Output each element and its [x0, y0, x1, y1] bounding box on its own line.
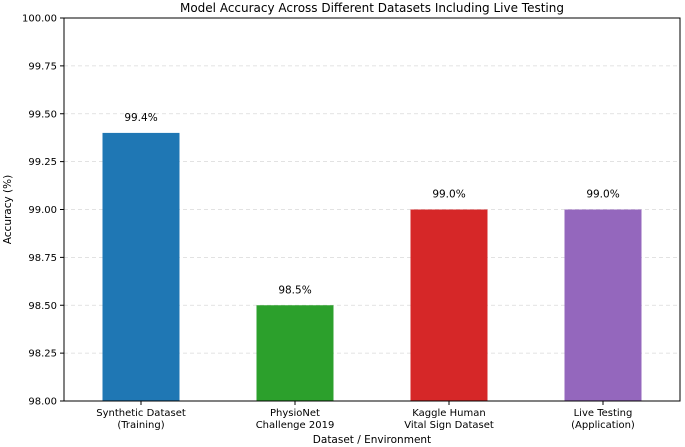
bar	[410, 209, 488, 401]
x-tick-label: PhysioNet	[270, 408, 320, 419]
bars	[102, 132, 642, 401]
y-tick-label: 98.75	[28, 253, 57, 264]
y-tick-label: 99.50	[28, 109, 57, 120]
y-tick-label: 98.50	[28, 301, 57, 312]
x-tick-label: Kaggle Human	[412, 408, 485, 419]
bar	[564, 209, 642, 401]
data-label: 99.4%	[124, 112, 157, 124]
y-tick-label: 99.75	[28, 61, 57, 72]
x-tick-label: Vital Sign Dataset	[404, 420, 494, 431]
x-tick-label: Challenge 2019	[256, 420, 335, 431]
x-tick-label: (Training)	[117, 420, 164, 431]
data-label: 99.0%	[432, 189, 465, 201]
data-labels: 99.4% 98.5% 99.0% 99.0%	[124, 112, 619, 296]
y-tick-label: 98.25	[28, 349, 57, 360]
y-axis-title: Accuracy (%)	[2, 175, 14, 244]
y-tick-label: 99.00	[28, 205, 57, 216]
y-tick-label: 100.00	[22, 14, 57, 25]
y-axis-ticks: 98.00 98.25 98.50 98.75 99.00 99.25 99.50 99.75…	[22, 14, 64, 408]
data-label: 99.0%	[586, 189, 619, 201]
x-tick-label: Live Testing	[574, 408, 633, 419]
x-axis-title: Dataset / Environment	[313, 434, 431, 446]
bar	[102, 132, 180, 401]
x-axis-ticks: Synthetic Dataset(Training) PhysioNetChal…	[96, 401, 635, 431]
chart-title: Model Accuracy Across Different Datasets…	[180, 1, 564, 15]
y-tick-label: 98.00	[28, 397, 57, 408]
y-tick-label: 99.25	[28, 157, 57, 168]
x-tick-label: Synthetic Dataset	[96, 408, 186, 419]
data-label: 98.5%	[278, 284, 311, 296]
x-tick-label: (Application)	[571, 420, 635, 431]
bar	[256, 305, 334, 401]
